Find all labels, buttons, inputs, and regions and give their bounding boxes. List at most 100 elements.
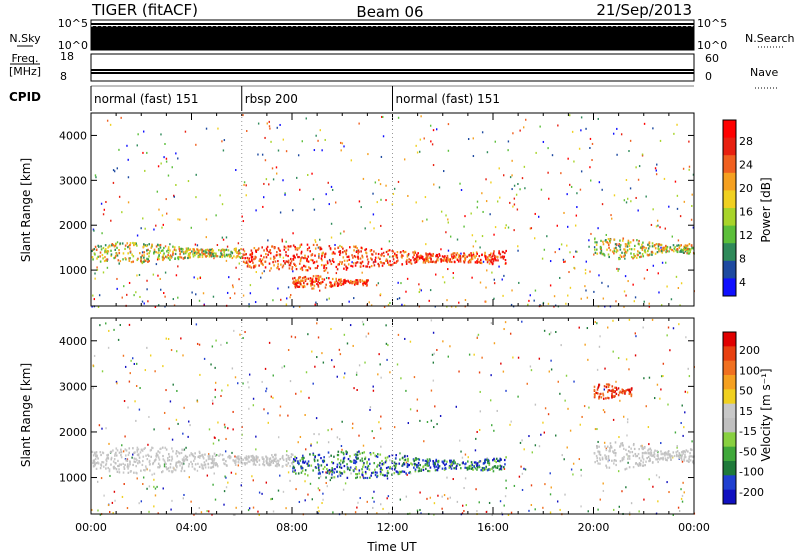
echo-cell	[423, 258, 426, 261]
echo-cell	[181, 467, 183, 470]
echo-cell	[460, 252, 462, 255]
echo-cell	[239, 252, 241, 255]
echo-cell	[621, 239, 624, 242]
echo-cell	[517, 356, 520, 359]
echo-cell	[297, 441, 299, 444]
echo-cell	[313, 261, 316, 264]
echo-cell	[389, 260, 391, 263]
echo-cell	[434, 405, 436, 408]
echo-cell	[625, 448, 627, 451]
echo-cell	[550, 486, 552, 489]
echo-cell	[277, 149, 280, 152]
echo-cell	[479, 281, 482, 284]
echo-cell	[216, 255, 218, 258]
echo-cell	[296, 176, 298, 179]
echo-cell	[492, 252, 495, 255]
echo-cell	[521, 439, 523, 442]
echo-cell	[618, 268, 620, 271]
echo-cell	[419, 138, 422, 141]
echo-cell	[430, 253, 432, 256]
echo-cell	[124, 365, 127, 368]
echo-cell	[528, 299, 530, 302]
echo-cell	[576, 250, 578, 253]
echo-cell	[569, 286, 572, 289]
echo-cell	[475, 240, 477, 243]
echo-cell	[328, 297, 330, 300]
echo-cell	[449, 235, 452, 238]
echo-cell	[343, 263, 346, 266]
echo-cell	[364, 470, 367, 474]
echo-cell	[632, 239, 635, 242]
echo-cell	[525, 118, 527, 121]
echo-cell	[391, 263, 394, 266]
echo-cell	[227, 481, 229, 484]
echo-cell	[330, 454, 332, 457]
echo-cell	[318, 433, 320, 436]
echo-cell	[169, 255, 171, 258]
colorbar-frame	[722, 119, 737, 297]
echo-cell	[205, 459, 208, 462]
echo-cell	[145, 467, 148, 470]
echo-cell	[172, 466, 175, 469]
echo-cell	[219, 453, 222, 456]
echo-cell	[244, 257, 246, 260]
echo-cell	[588, 406, 590, 409]
echo-cell	[358, 200, 361, 203]
echo-cell	[524, 468, 527, 471]
echo-cell	[237, 242, 240, 245]
echo-cell	[198, 249, 201, 252]
echo-cell	[686, 249, 688, 252]
echo-cell	[175, 418, 178, 421]
echo-cell	[346, 259, 349, 262]
echo-cell	[644, 464, 646, 467]
echo-cell	[585, 127, 587, 130]
echo-cell	[535, 151, 537, 154]
echo-cell	[659, 243, 662, 246]
echo-cell	[112, 460, 115, 463]
echo-cell	[142, 455, 145, 458]
echo-cell	[95, 455, 97, 458]
echo-cell	[490, 259, 492, 262]
echo-cell	[105, 427, 107, 430]
echo-cell	[395, 454, 398, 457]
echo-cell	[92, 454, 95, 457]
echo-cell	[606, 396, 609, 399]
echo-cell	[517, 249, 519, 252]
echo-cell	[154, 305, 157, 308]
echo-cell	[666, 334, 668, 337]
echo-cell	[590, 179, 592, 182]
echo-cell	[570, 468, 573, 471]
echo-cell	[223, 248, 225, 251]
echo-cell	[205, 236, 208, 239]
echo-cell	[643, 122, 646, 125]
echo-cell	[276, 463, 278, 466]
echo-cell	[121, 296, 123, 299]
echo-cell	[594, 251, 597, 254]
echo-cell	[371, 430, 373, 433]
echo-cell	[209, 248, 211, 251]
echo-cell	[598, 396, 600, 399]
echo-cell	[426, 464, 428, 467]
echo-cell	[341, 142, 344, 145]
echo-cell	[660, 457, 662, 460]
echo-cell	[276, 253, 278, 257]
echo-cell	[591, 159, 593, 162]
echo-cell	[652, 127, 654, 130]
echo-cell	[455, 467, 458, 470]
echo-cell	[335, 277, 338, 281]
echo-cell	[385, 259, 387, 262]
echo-cell	[601, 188, 603, 191]
echo-cell	[214, 388, 217, 391]
echo-cell	[311, 259, 314, 262]
echo-cell	[677, 239, 680, 242]
echo-cell	[116, 470, 119, 473]
echo-cell	[540, 188, 543, 191]
echo-cell	[151, 243, 153, 246]
echo-cell	[331, 252, 334, 255]
echo-cell	[428, 464, 430, 467]
echo-cell	[205, 218, 208, 221]
echo-cell	[626, 421, 629, 424]
echo-cell	[273, 258, 275, 261]
echo-cell	[103, 494, 105, 497]
echo-cell	[280, 263, 282, 266]
